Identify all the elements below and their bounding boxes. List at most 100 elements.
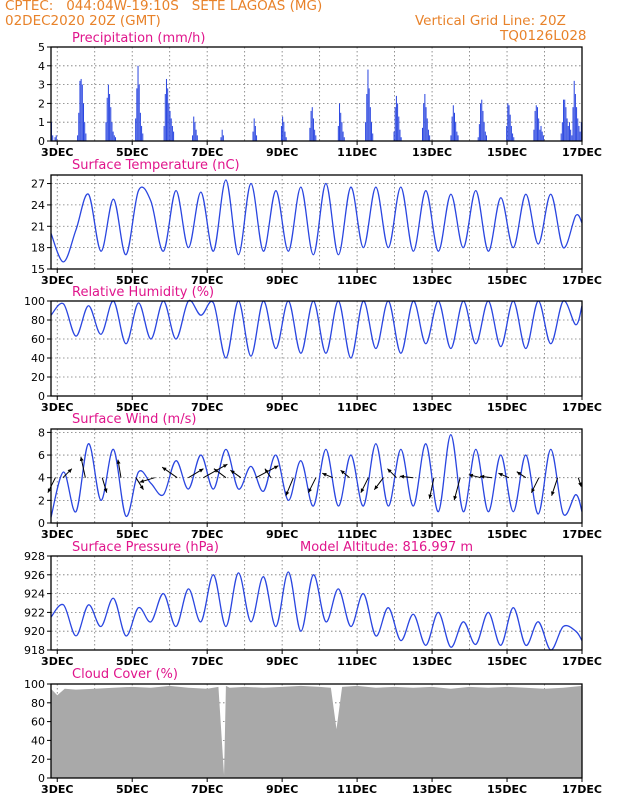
- precip-bar: [342, 131, 344, 141]
- precip-xtick-label: 13DEC: [412, 146, 452, 159]
- wind-title: Surface Wind (m/s): [72, 412, 196, 427]
- pressure-ytick-label: 922: [24, 606, 45, 619]
- pressure-xtick-label: 15DEC: [487, 655, 527, 668]
- precip-bar: [337, 125, 339, 141]
- precip-bar: [340, 112, 342, 141]
- wind-arrow-head: [285, 491, 290, 496]
- precip-bar: [398, 116, 400, 141]
- precip-bar: [365, 122, 367, 141]
- precip-bar: [452, 105, 454, 141]
- precip-ytick-label: 0: [38, 135, 45, 148]
- precip-bar: [506, 125, 508, 141]
- precip-bar: [366, 94, 368, 141]
- precip-bar: [507, 103, 509, 141]
- precip-bar: [512, 133, 514, 141]
- precip-xtick-label: 15DEC: [487, 146, 527, 159]
- pressure-ytick-label: 926: [24, 569, 45, 582]
- precip-bar: [483, 122, 485, 141]
- cloud-ytick-label: 80: [31, 697, 45, 710]
- rh-frame: [50, 300, 583, 397]
- precip-bar: [254, 125, 256, 141]
- cloud-ytick-label: 60: [31, 716, 45, 729]
- rh-xtick-label: 7DEC: [191, 401, 223, 414]
- pressure-ytick-label: 928: [24, 550, 45, 563]
- precip-bar: [283, 122, 285, 141]
- precip-bar: [397, 103, 399, 141]
- pressure-title: Surface Pressure (hPa): [72, 540, 219, 555]
- precip-bar: [427, 129, 429, 141]
- precip-bar: [141, 125, 143, 141]
- header-station: CPTEC: 044:04W-19:10S SETE LAGOAS (MG): [5, 0, 323, 14]
- precip-bar: [560, 133, 562, 141]
- precip-bar: [579, 131, 581, 141]
- precip-bar: [136, 88, 138, 141]
- temp-xtick-label: 5DEC: [116, 274, 148, 287]
- rh-xtick-label: 17DEC: [562, 401, 602, 414]
- precip-bar: [393, 131, 395, 141]
- wind-arrow-head: [322, 472, 327, 477]
- precip-bar: [400, 137, 402, 141]
- precip-bar: [369, 107, 371, 141]
- precip-bar: [538, 118, 540, 141]
- temp-xtick-label: 9DEC: [266, 274, 298, 287]
- cloud-panel: [47, 683, 583, 782]
- wind-arrow-head: [139, 485, 144, 490]
- precip-frame: [50, 46, 583, 142]
- pressure-xtick-label: 5DEC: [116, 655, 148, 668]
- precip-bar: [163, 125, 165, 141]
- wind-arrow-head: [116, 459, 121, 465]
- precip-bar: [480, 103, 482, 141]
- precip-ytick-label: 2: [38, 97, 45, 110]
- precip-title: Precipitation (mm/h): [72, 31, 205, 46]
- precip-bar: [314, 129, 316, 141]
- precip-bar: [580, 122, 582, 141]
- wind-arrow-head: [468, 473, 474, 478]
- precip-bar: [576, 107, 578, 141]
- precip-bar: [282, 116, 284, 141]
- wind-arrow-head: [139, 479, 145, 483]
- precip-bar: [481, 99, 483, 141]
- temp-xtick-label: 15DEC: [487, 274, 527, 287]
- precip-xtick-label: 17DEC: [562, 146, 602, 159]
- precip-bar: [341, 122, 343, 141]
- pressure-xtick-label: 7DEC: [191, 655, 223, 668]
- cloud-ytick-label: 0: [38, 772, 45, 785]
- cloud-frame: [50, 683, 583, 779]
- pressure-line: [50, 571, 583, 651]
- wind-arrow-head: [162, 467, 167, 472]
- rh-ytick-label: 40: [31, 352, 45, 365]
- wind-arrow-head: [198, 468, 204, 473]
- precip-bar: [399, 129, 401, 141]
- wind-ytick-label: 0: [38, 517, 45, 530]
- precip-bar: [111, 122, 113, 141]
- precip-bar: [368, 88, 370, 141]
- precip-bar: [105, 122, 107, 141]
- wind-panel: [47, 428, 583, 527]
- wind-arrow-head: [273, 465, 279, 470]
- wind-arrow-head: [551, 491, 555, 496]
- precip-bar: [112, 131, 114, 141]
- rh-panel: [47, 299, 583, 400]
- precip-bar: [484, 131, 486, 141]
- precip-bar: [456, 131, 458, 141]
- precip-bar: [535, 105, 537, 141]
- pressure-ytick-label: 918: [24, 644, 45, 657]
- precip-bar: [195, 129, 197, 141]
- temp-title: Surface Temperature (nC): [72, 158, 240, 173]
- precip-panel: [47, 46, 583, 145]
- wind-arrow-head: [428, 494, 433, 499]
- precip-bar: [85, 133, 87, 141]
- precip-bar: [253, 118, 255, 141]
- wind-arrow-head: [531, 488, 535, 493]
- precip-bar: [577, 118, 579, 141]
- precip-bar: [485, 135, 488, 141]
- precip-bar: [478, 124, 480, 141]
- wind-arrow-head: [360, 488, 365, 493]
- pressure-frame: [50, 555, 583, 651]
- precip-bar: [194, 122, 196, 141]
- precip-bar: [78, 112, 80, 141]
- wind-arrow-head: [67, 468, 72, 473]
- header-grid-line: Vertical Grid Line: 20Z: [415, 13, 566, 29]
- pressure-ytick-label: 920: [24, 625, 45, 638]
- precip-bar: [570, 129, 572, 141]
